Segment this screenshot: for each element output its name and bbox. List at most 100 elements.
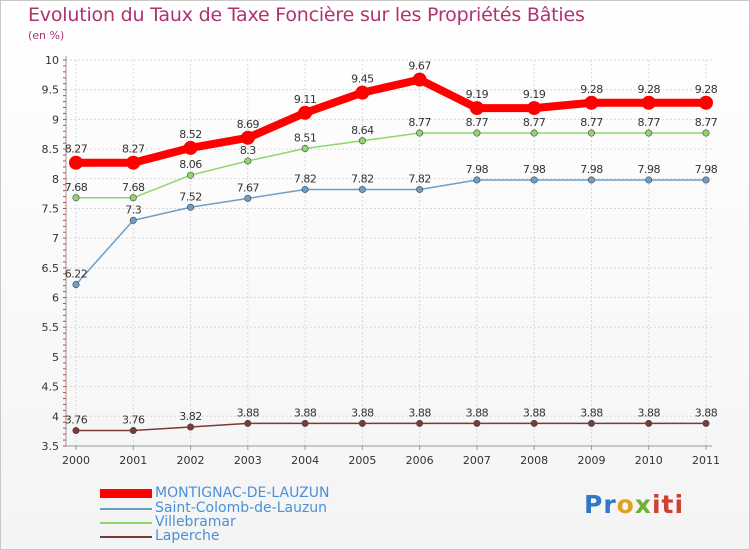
data-point-0 xyxy=(699,95,713,110)
data-point-2 xyxy=(587,129,595,137)
data-point-0 xyxy=(183,140,198,155)
data-label-0: 9.19 xyxy=(466,88,489,101)
data-label-3: 3.88 xyxy=(408,406,431,419)
y-tick-label: 8 xyxy=(52,173,59,186)
data-point-3 xyxy=(645,419,653,427)
data-label-0: 9.28 xyxy=(580,83,603,96)
legend-label-villebramar: Villebramar xyxy=(155,514,236,530)
data-label-1: 7.82 xyxy=(351,172,374,185)
data-label-3: 3.88 xyxy=(695,406,718,419)
series-line-1 xyxy=(75,179,707,286)
data-label-2: 8.06 xyxy=(179,158,202,171)
x-tick-label: 2005 xyxy=(348,454,376,467)
data-point-0 xyxy=(240,130,255,145)
data-label-3: 3.88 xyxy=(351,406,374,419)
y-tick-label: 6 xyxy=(52,292,59,305)
data-point-1 xyxy=(587,176,595,184)
data-label-1: 6.22 xyxy=(65,267,88,280)
data-point-1 xyxy=(645,176,653,184)
data-point-3 xyxy=(702,419,710,427)
data-label-3: 3.88 xyxy=(523,406,546,419)
data-point-0 xyxy=(126,155,141,170)
data-point-1 xyxy=(129,216,137,224)
data-label-2: 8.77 xyxy=(408,116,431,129)
legend-swatch-laperche xyxy=(100,536,152,538)
data-label-1: 7.52 xyxy=(179,190,202,203)
data-label-1: 7.98 xyxy=(637,163,660,176)
data-point-2 xyxy=(702,129,710,137)
data-label-0: 8.27 xyxy=(122,143,145,156)
data-label-1: 7.98 xyxy=(466,163,489,176)
data-label-3: 3.88 xyxy=(580,406,603,419)
x-tick-label: 2010 xyxy=(635,454,663,467)
data-point-1 xyxy=(72,280,80,288)
data-label-1: 7.82 xyxy=(408,172,431,185)
data-point-3 xyxy=(416,419,424,427)
data-label-1: 7.3 xyxy=(125,203,141,216)
data-label-2: 7.68 xyxy=(122,181,145,194)
y-tick-label: 4.5 xyxy=(42,381,60,394)
data-point-2 xyxy=(416,129,424,137)
x-tick-label: 2007 xyxy=(463,454,491,467)
data-label-2: 8.77 xyxy=(695,116,718,129)
data-label-3: 3.88 xyxy=(466,406,489,419)
data-point-0 xyxy=(469,101,484,116)
data-point-2 xyxy=(72,194,80,202)
y-tick-label: 3.5 xyxy=(42,440,60,453)
y-tick-label: 9.5 xyxy=(42,84,60,97)
data-point-0 xyxy=(69,155,83,170)
data-label-2: 8.64 xyxy=(351,124,374,137)
data-point-3 xyxy=(72,427,80,435)
data-label-2: 8.77 xyxy=(637,116,660,129)
data-label-2: 8.3 xyxy=(240,144,256,157)
data-label-0: 9.67 xyxy=(408,60,431,73)
legend-label-montignac: MONTIGNAC-DE-LAUZUN xyxy=(155,485,330,501)
series-line-0 xyxy=(72,75,710,167)
data-point-2 xyxy=(301,144,309,152)
data-label-3: 3.82 xyxy=(179,410,202,423)
legend-swatch-villebramar xyxy=(100,522,152,524)
y-tick-label: 5 xyxy=(52,351,59,364)
legend-swatch-montignac xyxy=(100,489,152,498)
data-point-0 xyxy=(412,72,427,87)
data-label-3: 3.88 xyxy=(237,406,260,419)
data-point-3 xyxy=(358,419,366,427)
data-label-0: 9.19 xyxy=(523,88,546,101)
data-point-0 xyxy=(584,95,599,110)
data-label-3: 3.76 xyxy=(65,414,88,427)
data-label-0: 8.27 xyxy=(65,143,88,156)
data-point-1 xyxy=(702,176,710,184)
data-point-2 xyxy=(187,171,195,179)
y-tick-label: 6.5 xyxy=(42,262,60,275)
data-point-3 xyxy=(301,419,309,427)
y-tick-label: 10 xyxy=(45,54,59,67)
data-point-1 xyxy=(530,176,538,184)
data-label-2: 8.77 xyxy=(523,116,546,129)
data-label-3: 3.88 xyxy=(294,406,317,419)
data-point-1 xyxy=(358,185,366,193)
data-label-1: 7.82 xyxy=(294,172,317,185)
x-tick-label: 2009 xyxy=(577,454,605,467)
data-point-1 xyxy=(473,176,481,184)
data-point-3 xyxy=(473,419,481,427)
data-point-0 xyxy=(641,95,656,110)
data-point-3 xyxy=(587,419,595,427)
data-point-0 xyxy=(355,85,370,100)
data-label-0: 8.52 xyxy=(179,128,202,141)
data-point-3 xyxy=(244,419,252,427)
y-tick-label: 7 xyxy=(52,232,59,245)
data-label-2: 8.51 xyxy=(294,131,317,144)
proxiti-logo: Proxiti xyxy=(584,490,685,519)
data-point-3 xyxy=(129,427,137,435)
y-tick-label: 8.5 xyxy=(42,143,60,156)
data-label-2: 8.77 xyxy=(580,116,603,129)
x-tick-label: 2008 xyxy=(520,454,548,467)
data-point-2 xyxy=(473,129,481,137)
x-tick-label: 2004 xyxy=(291,454,319,467)
data-point-1 xyxy=(416,185,424,193)
legend-label-saint-colomb: Saint-Colomb-de-Lauzun xyxy=(155,500,328,516)
data-point-2 xyxy=(129,194,137,202)
data-point-1 xyxy=(301,185,309,193)
y-tick-label: 7.5 xyxy=(42,202,60,215)
data-point-2 xyxy=(530,129,538,137)
